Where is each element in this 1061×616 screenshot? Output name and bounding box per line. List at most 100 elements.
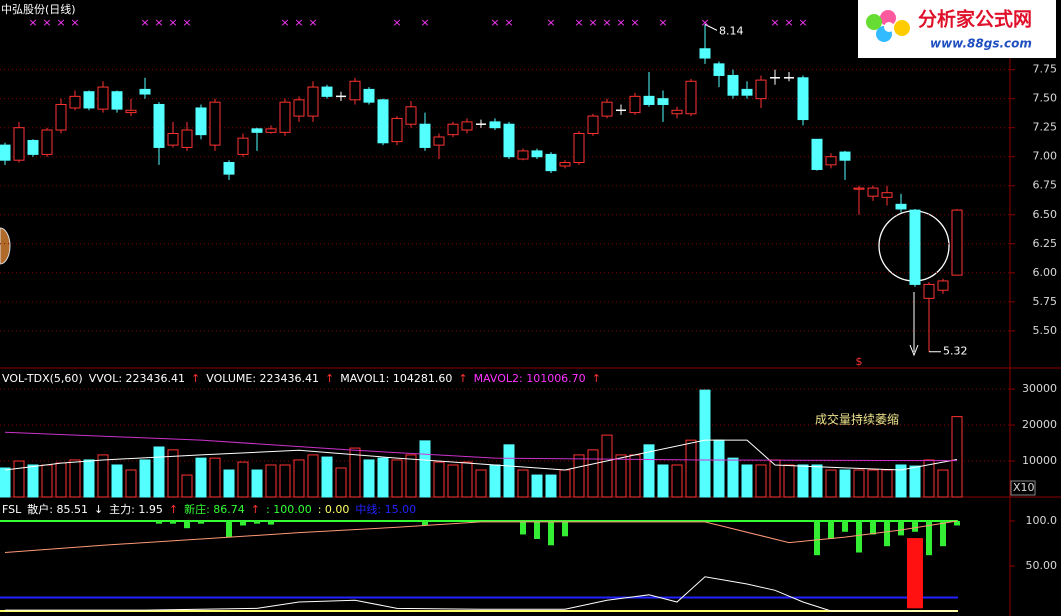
volume-bar	[517, 469, 529, 498]
volume-bar	[377, 457, 389, 498]
y-tick-label: 50.00	[1026, 559, 1058, 572]
green-bar	[898, 520, 904, 536]
marker: $	[856, 355, 863, 368]
candle-body	[573, 133, 585, 164]
signal-mark: ×	[770, 16, 779, 29]
header-item: : 0.00	[317, 503, 350, 516]
volume-bar	[125, 469, 137, 498]
min-label: 5.32	[943, 345, 968, 358]
green-bar	[814, 520, 820, 556]
candle-body	[587, 115, 599, 135]
volume-bar	[237, 461, 249, 498]
candle-body	[181, 129, 193, 148]
y-tick-label: 6.00	[1033, 266, 1058, 279]
green-bar	[520, 520, 526, 535]
volume-bar	[195, 457, 207, 498]
candle-body	[461, 121, 473, 131]
header-item: ↑	[325, 372, 335, 385]
green-bar	[268, 520, 274, 525]
y-tick-label: 100.0	[1026, 514, 1058, 527]
petal	[894, 20, 910, 36]
candle-body	[699, 48, 711, 59]
volume-bar	[699, 389, 711, 498]
green-bar	[170, 520, 176, 524]
volume-bar	[923, 459, 935, 498]
candle-body	[797, 77, 809, 121]
volume-bar	[909, 465, 921, 498]
line-series	[4, 431, 958, 462]
signal-mark: ×	[154, 16, 163, 29]
green-bar	[940, 520, 946, 547]
volume-bar	[97, 454, 109, 498]
unit-box	[1010, 480, 1036, 496]
header-item: 中线: 15.00	[355, 503, 417, 516]
candle-body	[713, 63, 725, 76]
signal-mark: ×	[616, 16, 625, 29]
candle-body	[489, 121, 501, 129]
volume-bar	[111, 464, 123, 498]
candle-body	[447, 123, 459, 136]
volume-bar	[83, 459, 95, 498]
candle-body	[223, 162, 235, 175]
candle-body	[531, 150, 543, 158]
volume-bar	[279, 464, 291, 498]
green-bar	[856, 520, 862, 553]
petal	[880, 10, 896, 26]
signal-mark: ×	[798, 16, 807, 29]
header-item: ↑	[250, 503, 261, 516]
volume-bar	[741, 464, 753, 498]
header-item: VVOL: 223436.41	[88, 372, 186, 385]
volume-bar	[755, 464, 767, 498]
volume-bar	[0, 467, 11, 498]
candle-body	[27, 139, 39, 155]
y-tick-label: 6.25	[1033, 237, 1058, 250]
candle-body	[853, 187, 865, 190]
volume-bar	[685, 439, 697, 498]
green-bar	[156, 520, 162, 524]
y-tick-label: 30000	[1022, 382, 1057, 395]
header-item: ↑	[191, 372, 201, 385]
candle-body	[363, 88, 375, 103]
green-bar	[240, 520, 246, 526]
green-bar	[548, 520, 554, 546]
volume-bar	[349, 447, 361, 498]
line-series	[4, 520, 958, 553]
side-tab[interactable]	[0, 227, 11, 265]
volume-bar	[433, 461, 445, 498]
signal-mark: ×	[182, 16, 191, 29]
header-item: VOL-TDX(5,60)	[2, 372, 83, 385]
candle-body	[405, 106, 417, 125]
candle-body	[923, 283, 935, 299]
candle-body	[727, 74, 739, 96]
candle-body	[97, 86, 109, 110]
green-bar	[226, 520, 232, 538]
green-bar	[562, 520, 568, 537]
header-item: ↑	[168, 503, 179, 516]
petal	[866, 14, 882, 30]
volume-bar	[363, 459, 375, 498]
volume-bar	[559, 469, 571, 498]
green-bar	[926, 520, 932, 556]
volume-bar	[825, 469, 837, 498]
signal-mark: ×	[504, 16, 513, 29]
signal-mark: ×	[168, 16, 177, 29]
logo-url: www.88gs.com	[930, 37, 1032, 51]
green-bar	[198, 520, 204, 524]
candle-body	[881, 192, 893, 198]
signal-mark: ×	[42, 16, 51, 29]
signal-mark: ×	[630, 16, 639, 29]
green-bar	[422, 520, 428, 526]
volume-bar	[489, 464, 501, 498]
header-item: : 100.00	[266, 503, 312, 516]
candle-body	[937, 280, 949, 291]
volume-bar	[797, 464, 809, 498]
red-bar	[907, 538, 923, 609]
candle-body	[321, 86, 333, 97]
signal-mark: ×	[658, 16, 667, 29]
header-item: 新庄: 86.74	[184, 503, 245, 516]
signal-mark: ×	[70, 16, 79, 29]
candle-body	[69, 95, 81, 109]
volume-bar	[293, 459, 305, 498]
line-series	[5, 576, 957, 612]
